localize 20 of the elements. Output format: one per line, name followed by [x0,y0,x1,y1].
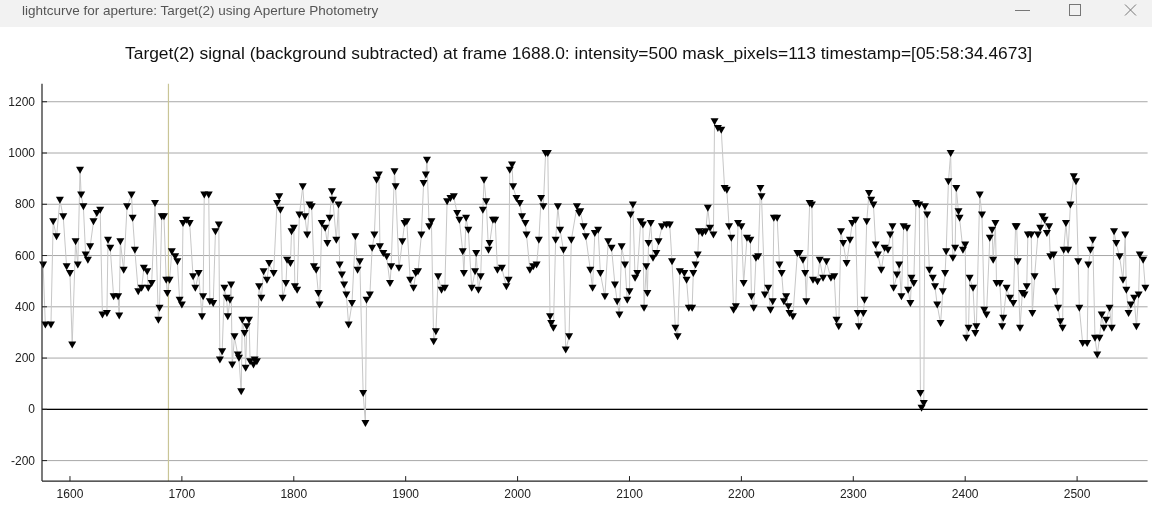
y-tick-label: 800 [14,197,36,212]
x-tick-label: 1900 [392,487,420,501]
x-tick-label: 1700 [168,487,196,501]
x-tick-label: 2000 [504,487,532,501]
y-tick-label: -200 [10,453,36,468]
x-tick-label: 2500 [1063,487,1091,501]
y-tick-label: 0 [28,402,36,417]
text: lightcurve for aperture: Target(2) using Aperture Photometry [22,3,379,18]
y-tick-label: 1200 [8,94,36,109]
x-tick-label: 1800 [280,487,308,501]
chart-title: Target(2) signal (background subtracted) at frame 1688.0: intensity=500 mask_pixels=113 timestamp=[05:58:34.4673] [125,43,1032,63]
y-tick-label: 600 [14,248,36,263]
x-tick-label: 1600 [56,487,84,501]
y-tick-label: 200 [14,351,36,366]
x-tick-label: 2400 [951,487,979,501]
x-tick-label: 2100 [616,487,644,501]
x-tick-label: 2300 [839,487,867,501]
y-tick-label: 1000 [8,146,36,161]
x-tick-label: 2200 [728,487,756,501]
y-tick-label: 400 [14,299,36,314]
